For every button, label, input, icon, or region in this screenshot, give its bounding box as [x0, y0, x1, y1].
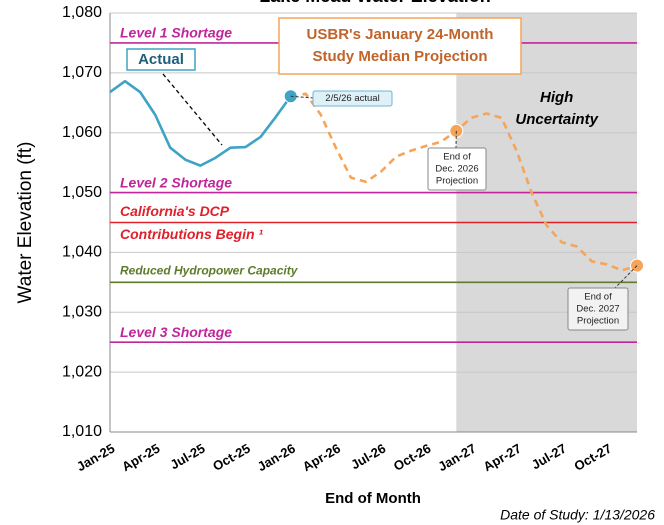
reference-label: Contributions Begin ¹ — [120, 226, 263, 242]
callout-box — [567, 287, 629, 331]
reference-label: Reduced Hydropower Capacity — [120, 264, 299, 278]
x-tick-label: Jul-27 — [529, 441, 569, 473]
y-tick-label: 1,070 — [62, 64, 102, 81]
callout-text: Projection — [577, 316, 619, 327]
projection-label: Study Median Projection — [312, 48, 487, 65]
callout-text: Projection — [436, 176, 478, 187]
reference-label: Level 2 Shortage — [120, 174, 232, 190]
reference-label: Level 1 Shortage — [120, 25, 232, 41]
actual-leader — [162, 73, 223, 146]
x-tick-label: Apr-26 — [300, 441, 343, 475]
callout-text: Dec. 2027 — [576, 304, 619, 315]
x-tick-label: Apr-27 — [481, 441, 524, 475]
actual-box — [126, 48, 196, 71]
y-tick-label: 1,050 — [62, 184, 102, 201]
x-tick-label: Oct-26 — [391, 441, 434, 474]
callout-text: 2/5/26 actual — [325, 93, 379, 104]
series-line — [290, 92, 638, 272]
footnote: Date of Study: 1/13/2026 — [500, 507, 655, 523]
y-tick-label: 1,060 — [62, 124, 102, 141]
reference-label: Level 3 Shortage — [120, 324, 232, 340]
actual-label: Actual — [138, 51, 184, 68]
callout-box — [427, 147, 487, 191]
x-tick-label: Jan-27 — [435, 441, 478, 475]
chart-title: Lake Mead Water Elevation — [259, 0, 490, 6]
callout-leader — [290, 95, 314, 99]
x-tick-label: Oct-27 — [572, 441, 615, 474]
y-tick-label: 1,040 — [62, 244, 102, 261]
callout-box — [312, 90, 393, 107]
x-axis-label: End of Month — [325, 490, 421, 507]
callout-text: Dec. 2026 — [435, 164, 478, 175]
region-label: High — [540, 89, 573, 106]
y-tick-label: 1,080 — [62, 4, 102, 21]
callout-leader — [614, 265, 638, 289]
x-tick-label: Jul-26 — [348, 441, 388, 473]
x-tick-label: Oct-25 — [210, 441, 253, 474]
projection-label: USBR's January 24-Month — [307, 26, 494, 43]
y-tick-label: 1,020 — [62, 363, 102, 380]
y-tick-label: 1,010 — [62, 423, 102, 440]
x-tick-label: Jan-25 — [74, 441, 117, 475]
y-tick-label: 1,030 — [62, 304, 102, 321]
x-tick-label: Apr-25 — [119, 441, 162, 475]
y-axis-label: Water Elevation (ft) — [15, 142, 36, 304]
series-line — [109, 79, 292, 167]
x-tick-label: Jul-25 — [168, 441, 208, 473]
callout-text: End of — [443, 152, 471, 163]
x-tick-label: Jan-26 — [255, 441, 298, 475]
callout-text: End of — [584, 292, 612, 303]
region-label: Uncertainty — [515, 111, 598, 128]
projection-box — [278, 17, 522, 75]
reference-label: California's DCP — [120, 203, 230, 219]
